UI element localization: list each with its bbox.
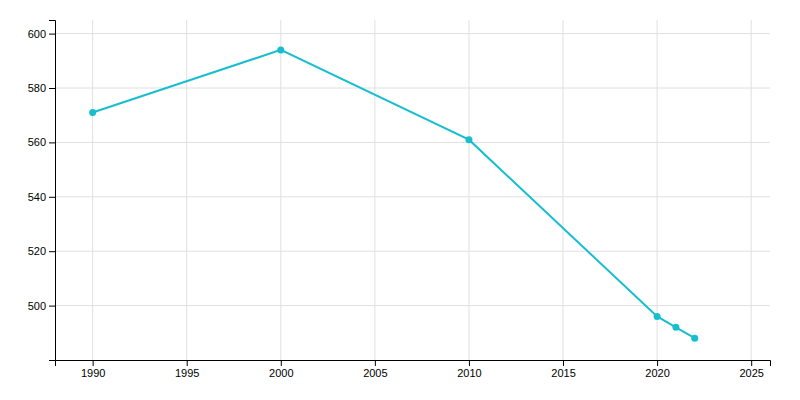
x-tick-label: 2010 (457, 367, 481, 379)
point (691, 335, 698, 342)
y-grid-line (55, 142, 770, 143)
x-tick-mark (375, 360, 376, 366)
x-tick: 2025 (739, 360, 763, 379)
x-tick-mark (93, 360, 94, 366)
y-tick-mark (49, 197, 55, 198)
x-tick-mark (469, 360, 470, 366)
x-grid-line (186, 20, 187, 360)
point (672, 324, 679, 331)
y-tick-label: 560 (28, 136, 46, 148)
y-tick: 500 (28, 300, 55, 312)
y-tick: 560 (28, 136, 55, 148)
x-grid-line (751, 20, 752, 360)
grid (55, 20, 770, 360)
x-tick-label: 2025 (739, 367, 763, 379)
x-tick: 1995 (175, 360, 199, 379)
point (465, 136, 472, 143)
point (277, 46, 284, 53)
x-grid-line (280, 20, 281, 360)
y-grid-line (55, 251, 770, 252)
y-tick-mark (49, 251, 55, 252)
x-tick-label: 2020 (645, 367, 669, 379)
x-tick-label: 1990 (81, 367, 105, 379)
y-grid-line (55, 196, 770, 197)
x-tick-mark (281, 360, 282, 366)
x-tick: 2000 (269, 360, 293, 379)
x-tick-mark (751, 360, 752, 366)
x-tick-mark (187, 360, 188, 366)
x-grid-line (374, 20, 375, 360)
x-axis-line (56, 361, 771, 367)
y-tick-mark (49, 88, 55, 89)
marks (89, 46, 698, 341)
point (654, 313, 661, 320)
y-tick-mark (49, 34, 55, 35)
x-tick: 2010 (457, 360, 481, 379)
y-tick: 520 (28, 245, 55, 257)
y-tick-mark (49, 142, 55, 143)
y-tick-label: 580 (28, 82, 46, 94)
x-grid-line (92, 20, 93, 360)
y-tick-label: 600 (28, 28, 46, 40)
plot-area: 1990 1995 2000 2005 2010 2015 2020 2025 500 520 54… (28, 20, 771, 379)
y-tick-label: 500 (28, 300, 46, 312)
x-tick-label: 1995 (175, 367, 199, 379)
x-grid-line (657, 20, 658, 360)
x-tick-label: 2005 (363, 367, 387, 379)
y-grid-line (55, 305, 770, 306)
x-tick: 2005 (363, 360, 387, 379)
chart-container: 1990 1995 2000 2005 2010 2015 2020 2025 500 520 54… (0, 0, 800, 400)
point (89, 109, 96, 116)
x-tick-label: 2015 (551, 367, 575, 379)
line (93, 50, 695, 338)
y-tick: 580 (28, 82, 55, 94)
y-axis-line (49, 21, 56, 361)
x-tick: 1990 (81, 360, 105, 379)
y-tick: 600 (28, 28, 55, 40)
chart-svg: 1990 1995 2000 2005 2010 2015 2020 2025 500 520 54… (0, 0, 800, 400)
x-grid-line (468, 20, 469, 360)
y-tick-label: 520 (28, 245, 46, 257)
x-tick-mark (657, 360, 658, 366)
x-tick: 2015 (551, 360, 575, 379)
x-tick: 2020 (645, 360, 669, 379)
y-grid-line (55, 33, 770, 34)
y-axis: 500 520 540 560 580 600 (28, 21, 56, 361)
y-tick-label: 540 (28, 191, 46, 203)
y-tick: 540 (28, 191, 55, 203)
y-tick-mark (49, 306, 55, 307)
x-tick-label: 2000 (269, 367, 293, 379)
x-grid-line (563, 20, 564, 360)
x-axis: 1990 1995 2000 2005 2010 2015 2020 2025 (56, 360, 771, 379)
x-tick-mark (563, 360, 564, 366)
